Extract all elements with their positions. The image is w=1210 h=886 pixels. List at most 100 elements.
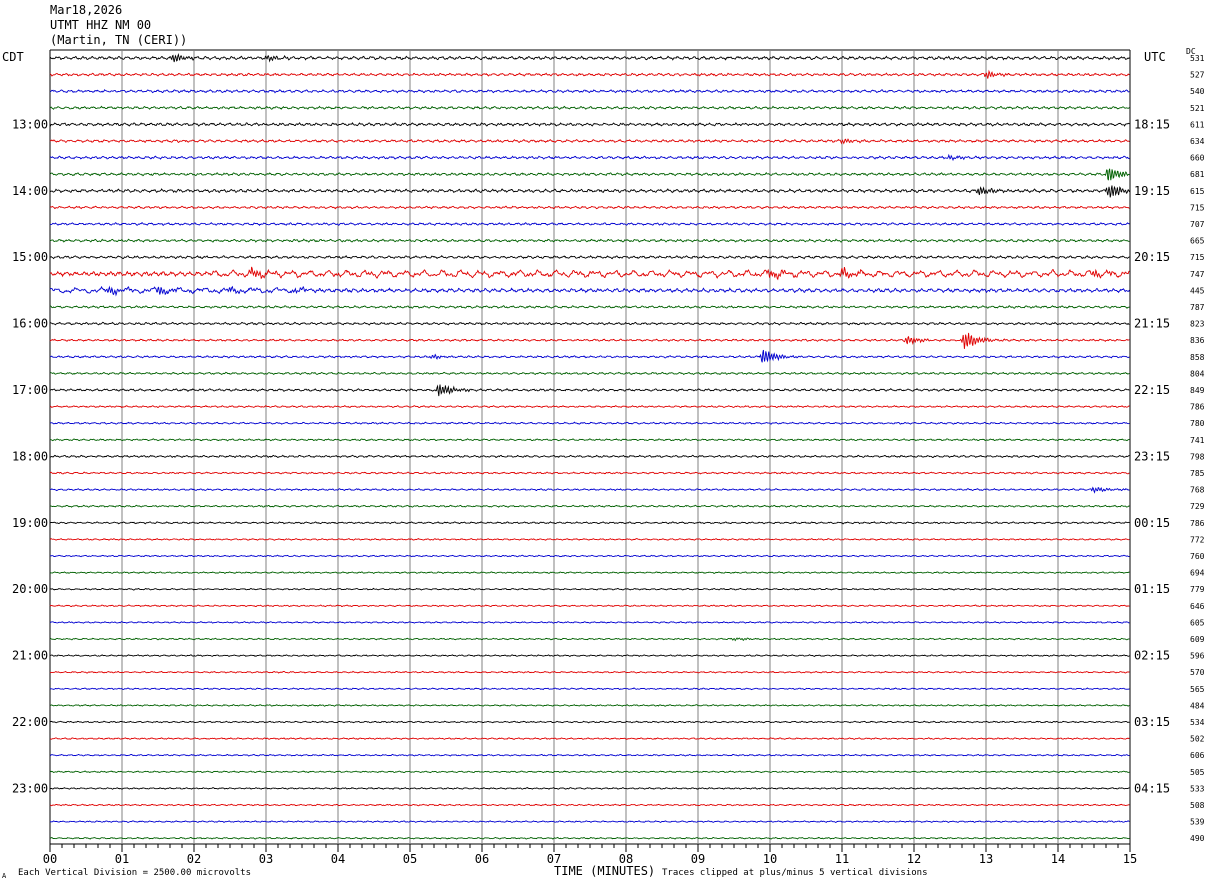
dc-value-label: 531 — [1190, 54, 1205, 63]
dc-value-label: 502 — [1190, 735, 1205, 744]
right-timezone-label: UTC — [1144, 50, 1166, 64]
seismic-trace — [50, 254, 1130, 260]
dc-value-label: 570 — [1190, 668, 1205, 677]
dc-value-label: 780 — [1190, 419, 1205, 428]
label-layer: 00 01 02 03 04 05 06 07 08 09 10 11 12 13 14 15 531 527 54… — [12, 54, 1205, 866]
dc-value-label: 521 — [1190, 104, 1205, 113]
seismic-trace — [49, 571, 1130, 574]
cdt-time-label: 18:00 — [12, 449, 48, 463]
utc-time-label: 22:15 — [1134, 383, 1170, 397]
seismic-trace — [49, 454, 1130, 459]
dc-value-label: 823 — [1190, 320, 1205, 329]
utc-time-label: 18:15 — [1134, 117, 1170, 131]
x-tick-label: 14 — [1051, 852, 1065, 866]
cdt-time-label: 22:00 — [12, 715, 48, 729]
seismic-trace — [49, 121, 1130, 127]
seismic-trace — [49, 266, 1130, 281]
seismic-trace — [49, 687, 1130, 691]
dc-column-label: DC — [1186, 47, 1196, 56]
dc-value-label: 596 — [1190, 652, 1205, 661]
seismic-trace — [49, 504, 1130, 508]
seismic-trace — [49, 89, 1130, 94]
dc-value-label: 798 — [1190, 452, 1205, 461]
seismic-trace — [49, 138, 1130, 145]
dc-value-label: 747 — [1190, 270, 1205, 279]
x-tick-label: 08 — [619, 852, 633, 866]
seismic-trace — [49, 670, 1130, 674]
seismic-trace — [49, 554, 1130, 558]
seismic-trace — [49, 637, 1130, 642]
seismic-trace — [49, 185, 1130, 198]
cdt-time-label: 21:00 — [12, 649, 48, 663]
x-tick-label: 12 — [907, 852, 921, 866]
cdt-time-label: 20:00 — [12, 582, 48, 596]
dc-value-label: 665 — [1190, 237, 1205, 246]
dc-value-label: 615 — [1190, 187, 1205, 196]
dc-value-label: 836 — [1190, 336, 1205, 345]
seismic-trace — [49, 421, 1130, 425]
seismic-trace — [49, 222, 1130, 227]
utc-time-label: 02:15 — [1134, 649, 1170, 663]
dc-value-label: 715 — [1190, 253, 1205, 262]
seismic-trace — [49, 168, 1130, 181]
seismic-trace — [49, 803, 1130, 807]
dc-value-label: 533 — [1190, 784, 1205, 793]
trace-layer — [49, 53, 1130, 840]
seismic-trace — [49, 238, 1130, 243]
dc-value-label: 787 — [1190, 303, 1205, 312]
dc-value-label: 539 — [1190, 818, 1205, 827]
cdt-time-label: 23:00 — [12, 781, 48, 795]
seismic-trace — [49, 105, 1130, 110]
seismic-trace — [49, 285, 1130, 297]
seismic-trace — [49, 53, 1130, 63]
seismic-trace — [49, 438, 1130, 442]
x-tick-label: 06 — [475, 852, 489, 866]
dc-value-label: 849 — [1190, 386, 1205, 395]
seismic-trace — [49, 787, 1130, 790]
dc-value-label: 681 — [1190, 170, 1205, 179]
seismic-trace — [49, 321, 1130, 326]
seismic-trace — [49, 538, 1130, 541]
utc-time-label: 21:15 — [1134, 317, 1170, 331]
date-label: Mar18,2026 — [50, 3, 123, 17]
cdt-time-label: 13:00 — [12, 117, 48, 131]
seismic-trace — [49, 371, 1130, 376]
dc-value-label: 660 — [1190, 154, 1205, 163]
dc-value-label: 534 — [1190, 718, 1205, 727]
dc-value-label: 445 — [1190, 286, 1205, 295]
x-tick-label: 07 — [547, 852, 561, 866]
x-tick-label: 10 — [763, 852, 777, 866]
utc-time-label: 03:15 — [1134, 715, 1170, 729]
utc-time-label: 01:15 — [1134, 582, 1170, 596]
x-tick-label: 04 — [331, 852, 345, 866]
seismic-trace — [49, 521, 1130, 525]
dc-value-label: 634 — [1190, 137, 1205, 146]
seismic-trace — [49, 753, 1130, 757]
corner-mark: A — [2, 872, 7, 880]
cdt-time-label: 16:00 — [12, 317, 48, 331]
dc-value-label: 565 — [1190, 685, 1205, 694]
cdt-time-label: 19:00 — [12, 516, 48, 530]
x-tick-label: 09 — [691, 852, 705, 866]
x-axis-label: TIME (MINUTES) — [554, 864, 656, 878]
seismic-trace — [49, 654, 1130, 657]
dc-value-label: 490 — [1190, 834, 1205, 843]
dc-value-label: 484 — [1190, 701, 1205, 710]
x-tick-label: 11 — [835, 852, 849, 866]
seismic-trace — [49, 820, 1130, 823]
x-tick-label: 15 — [1123, 852, 1137, 866]
cdt-time-label: 17:00 — [12, 383, 48, 397]
seismic-trace — [49, 486, 1130, 494]
dc-value-label: 729 — [1190, 502, 1205, 511]
dc-value-label: 804 — [1190, 369, 1205, 378]
x-tick-label: 00 — [43, 852, 57, 866]
seismic-trace — [50, 587, 1130, 591]
dc-value-label: 786 — [1190, 519, 1205, 528]
seismic-trace — [50, 471, 1130, 475]
location-label: (Martin, TN (CERI)) — [50, 33, 188, 47]
utc-time-label: 20:15 — [1134, 250, 1170, 264]
x-tick-label: 13 — [979, 852, 993, 866]
dc-value-label: 715 — [1190, 203, 1205, 212]
dc-value-label: 505 — [1190, 768, 1205, 777]
dc-value-label: 609 — [1190, 635, 1205, 644]
